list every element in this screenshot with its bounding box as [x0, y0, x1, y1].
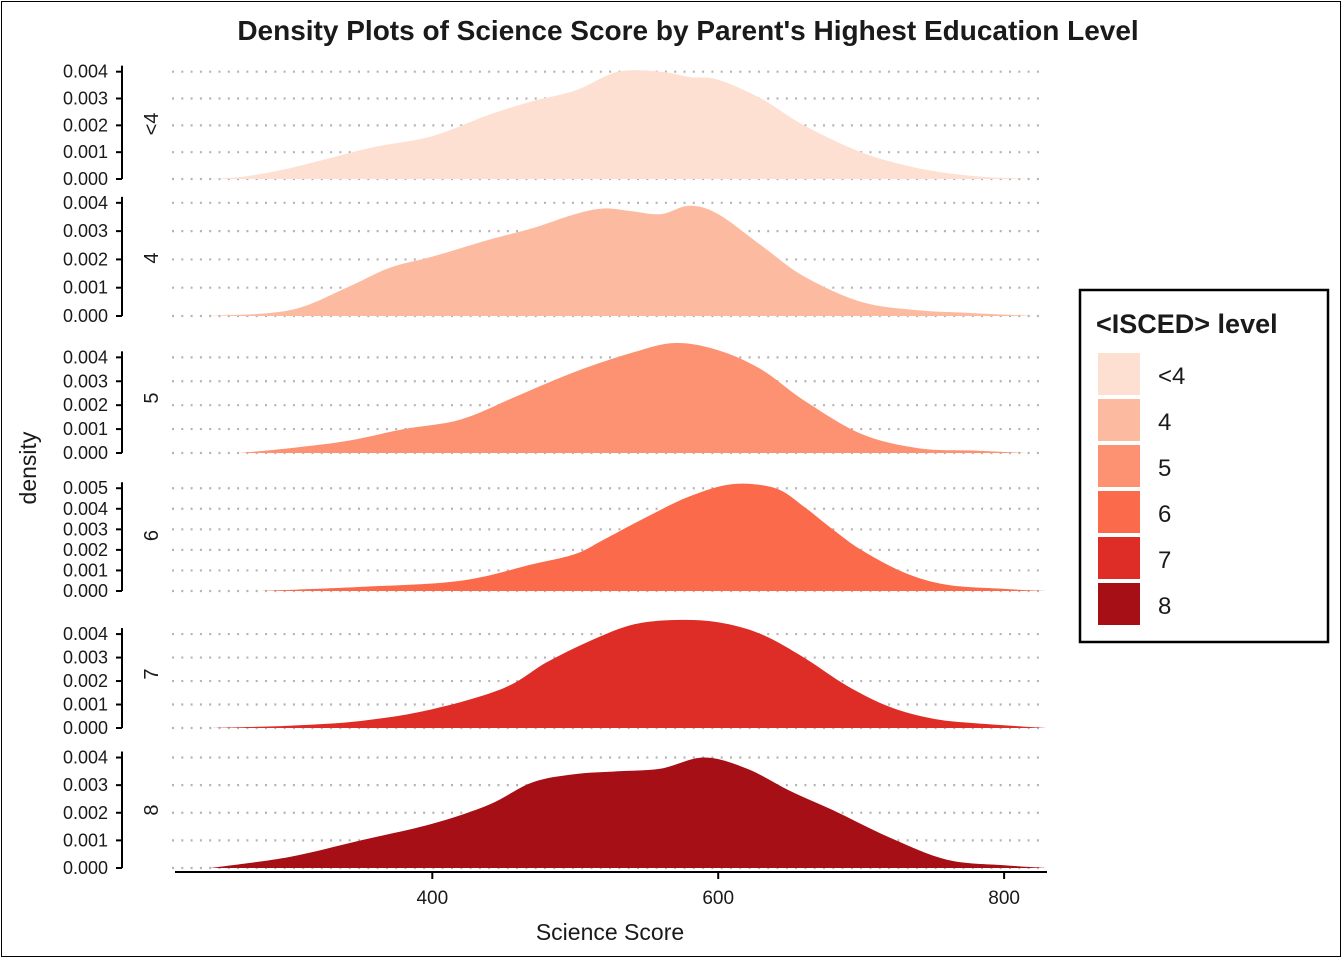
density-area — [210, 205, 1033, 316]
y-tick-label: 0.002 — [63, 249, 108, 269]
y-tick-label: 0.001 — [63, 695, 108, 715]
panel-strip-label: <4 — [141, 113, 163, 136]
y-tick-label: 0.003 — [63, 89, 108, 109]
density-area — [210, 619, 1047, 728]
y-tick-label: 0.004 — [63, 624, 108, 644]
x-tick-label: 400 — [416, 888, 448, 909]
y-axis-label: density — [15, 431, 41, 504]
y-tick-label: 0.004 — [63, 347, 108, 367]
legend-label: 5 — [1158, 455, 1171, 482]
density-area — [210, 70, 1033, 179]
y-tick-label: 0.003 — [63, 775, 108, 795]
y-tick-label: 0.004 — [63, 748, 108, 768]
legend-items: <4 4 5 6 7 8 — [1098, 353, 1185, 625]
density-area — [260, 483, 1047, 591]
y-tick-label: 0.000 — [63, 169, 108, 189]
y-tick-label: 0.000 — [63, 581, 108, 601]
legend-swatch — [1098, 399, 1140, 441]
panel-1: 0.000 0.001 0.002 0.003 0.004 <4 — [63, 62, 1042, 189]
y-tick-label: 0.000 — [63, 306, 108, 326]
y-tick-label: 0.001 — [63, 142, 108, 162]
legend-label: <4 — [1158, 363, 1185, 390]
legend-label: 8 — [1158, 593, 1171, 620]
legend-swatch — [1098, 537, 1140, 579]
panel-strip-label: 6 — [141, 530, 163, 541]
y-tick-label: 0.000 — [63, 718, 108, 738]
legend-title: <ISCED> level — [1096, 309, 1278, 339]
panel-strip-label: 7 — [141, 668, 163, 679]
chart-title: Density Plots of Science Score by Parent… — [237, 15, 1138, 46]
x-axis-label: Science Score — [536, 919, 684, 945]
y-tick-label: 0.004 — [63, 193, 108, 213]
panel-strip-label: 4 — [141, 252, 163, 263]
panel-5: 0.000 0.001 0.002 0.003 0.004 7 — [63, 619, 1047, 738]
legend-label: 7 — [1158, 547, 1171, 574]
y-tick-label: 0.002 — [63, 395, 108, 415]
x-axis: 400 600 800 — [175, 871, 1047, 909]
panel-6: 0.000 0.001 0.002 0.003 0.004 8 — [63, 748, 1047, 878]
y-tick-label: 0.002 — [63, 671, 108, 691]
panel-strip-label: 5 — [141, 392, 163, 403]
y-tick-label: 0.000 — [63, 443, 108, 463]
density-area — [210, 757, 1047, 868]
y-tick-label: 0.000 — [63, 858, 108, 878]
legend-label: 6 — [1158, 501, 1171, 528]
y-tick-label: 0.002 — [63, 115, 108, 135]
panel-strip-label: 8 — [141, 804, 163, 815]
panel-3: 0.000 0.001 0.002 0.003 0.004 5 — [63, 342, 1042, 463]
x-tick-label: 800 — [988, 888, 1020, 909]
y-tick-label: 0.001 — [63, 830, 108, 850]
y-tick-label: 0.002 — [63, 803, 108, 823]
density-area — [239, 342, 1026, 453]
legend-swatch — [1098, 353, 1140, 395]
x-tick-label: 600 — [702, 888, 734, 909]
legend-label: 4 — [1158, 409, 1171, 436]
y-tick-label: 0.001 — [63, 278, 108, 298]
y-tick-label: 0.002 — [63, 540, 108, 560]
legend: <ISCED> level <4 4 5 6 7 8 — [1078, 288, 1330, 644]
panels: 0.0000.0010.0020.0030.004<40.0000.0010.0… — [63, 62, 1047, 878]
legend-swatch — [1098, 583, 1140, 625]
y-tick-label: 0.003 — [63, 648, 108, 668]
y-tick-label: 0.004 — [63, 62, 108, 82]
y-tick-label: 0.001 — [63, 419, 108, 439]
y-tick-label: 0.004 — [63, 499, 108, 519]
y-tick-label: 0.005 — [63, 478, 108, 498]
y-tick-label: 0.001 — [63, 560, 108, 580]
legend-swatch — [1098, 491, 1140, 533]
legend-swatch — [1098, 445, 1140, 487]
y-tick-label: 0.003 — [63, 519, 108, 539]
y-tick-label: 0.003 — [63, 221, 108, 241]
y-tick-label: 0.003 — [63, 371, 108, 391]
panel-2: 0.000 0.001 0.002 0.003 0.004 4 — [63, 193, 1042, 326]
